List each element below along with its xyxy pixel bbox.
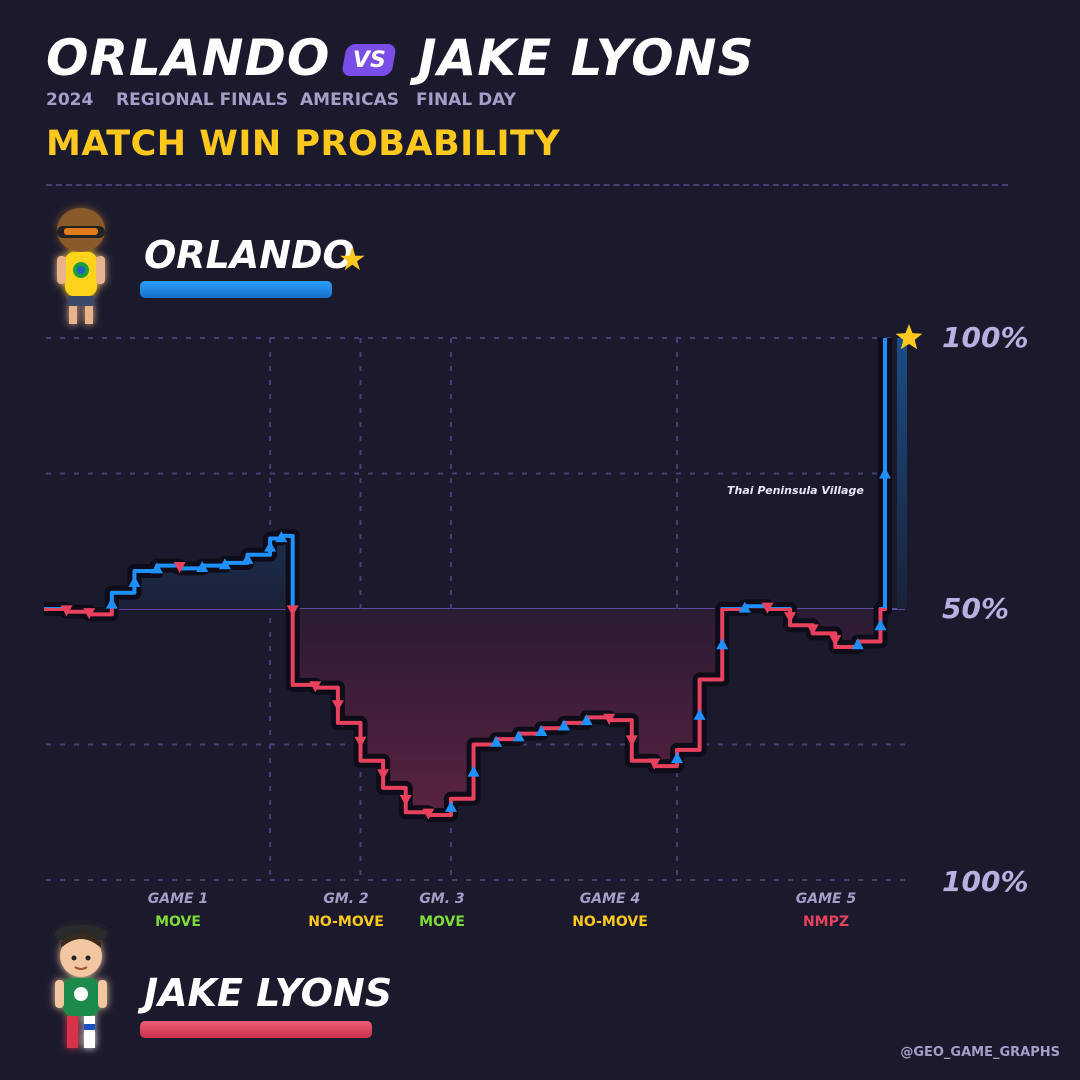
game-label-5: GAME 5 [795, 891, 857, 907]
up-arrow-icon [671, 752, 684, 764]
up-arrow-icon [151, 562, 164, 574]
orlando-avatar-icon [57, 208, 105, 324]
down-arrow-icon [399, 795, 412, 807]
jake-lyons-avatar-icon [55, 925, 107, 1048]
up-arrow-icon [467, 765, 480, 777]
round-markers [60, 324, 923, 820]
line-jake [44, 608, 887, 817]
up-arrow-icon [851, 638, 864, 650]
final-surge-bar [897, 338, 907, 609]
down-arrow-icon [625, 735, 638, 747]
down-arrow-icon [83, 608, 96, 620]
jake-color-bar [140, 1021, 372, 1038]
up-arrow-icon [580, 714, 593, 726]
down-arrow-icon [784, 612, 797, 624]
down-arrow-icon [173, 561, 186, 573]
up-arrow-icon [275, 531, 288, 543]
title-player-two: JAKE LYONS [418, 29, 755, 87]
down-arrow-icon [60, 605, 73, 617]
down-arrow-icon [422, 808, 435, 820]
up-arrow-icon [105, 597, 118, 609]
winner-star-icon: ★ [338, 240, 367, 278]
y-tick-mid: 50% [942, 592, 1010, 625]
up-arrow-icon [874, 619, 887, 631]
meta-region: AMERICAS [300, 90, 399, 110]
up-arrow-icon [738, 601, 751, 613]
up-arrow-icon [512, 730, 525, 742]
meta-day: FINAL DAY [416, 90, 517, 110]
top-player-label: ORLANDO [144, 233, 355, 277]
y-tick-top: 100% [942, 321, 1029, 354]
down-arrow-icon [309, 681, 322, 693]
down-arrow-icon [331, 700, 344, 712]
up-arrow-icon [557, 719, 570, 731]
game-type-2: NO-MOVE [308, 914, 384, 930]
down-arrow-icon [377, 769, 390, 781]
up-arrow-icon [128, 575, 141, 587]
game-type-4: NO-MOVE [572, 914, 648, 930]
game-type-5: NMPZ [802, 914, 850, 930]
orlando-color-bar [140, 281, 332, 298]
down-arrow-icon [806, 624, 819, 636]
chart-subtitle: MATCH WIN PROBABILITY [46, 124, 561, 164]
up-arrow-icon [535, 724, 548, 736]
down-arrow-icon [603, 713, 616, 725]
up-arrow-icon [879, 467, 891, 479]
meta-year: 2024 [46, 90, 94, 110]
down-arrow-icon [829, 635, 842, 647]
game-label-1: GAME 1 [147, 891, 209, 907]
up-arrow-icon [218, 558, 231, 570]
up-arrow-icon [264, 540, 277, 552]
title-player-one: ORLANDO [46, 29, 331, 87]
y-tick-bottom: 100% [942, 865, 1029, 898]
down-arrow-icon [286, 605, 299, 617]
down-arrow-icon [761, 602, 774, 614]
credit-handle: @GEO_GAME_GRAPHS [900, 1045, 1060, 1060]
up-arrow-icon [716, 638, 729, 650]
game-type-1: MOVE [155, 914, 201, 930]
game-label-2: GM. 2 [323, 891, 369, 907]
area-orlando [111, 338, 885, 608]
header-divider [46, 184, 1008, 186]
bottom-player-label: JAKE LYONS [144, 971, 393, 1015]
down-arrow-icon [354, 736, 367, 748]
up-arrow-icon [444, 800, 457, 812]
up-arrow-icon [196, 560, 209, 572]
up-arrow-icon [241, 552, 254, 564]
meta-event: REGIONAL FINALS [116, 90, 288, 110]
chart-annotation: Thai Peninsula Village [727, 484, 864, 497]
game-type-3: MOVE [419, 914, 465, 930]
up-arrow-icon [490, 735, 503, 747]
up-arrow-icon [693, 708, 706, 720]
final-star-icon [895, 324, 923, 350]
game-label-4: GAME 4 [579, 891, 641, 907]
game-label-3: GM. 3 [419, 891, 465, 907]
down-arrow-icon [648, 758, 661, 770]
